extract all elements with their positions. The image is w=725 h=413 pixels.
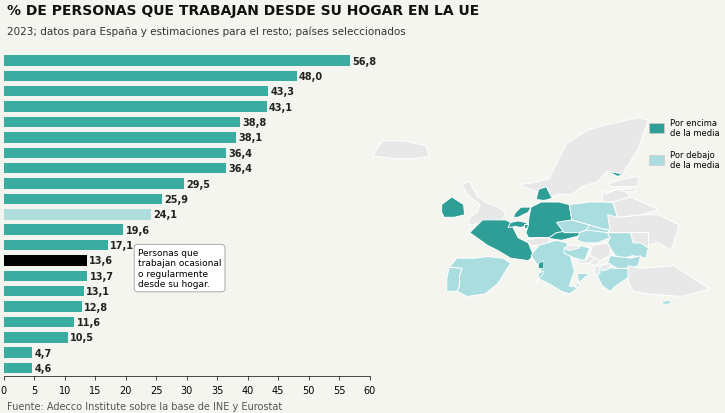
Polygon shape (577, 230, 610, 243)
Text: 43,3: 43,3 (270, 87, 294, 97)
Bar (4, 209, 151, 220)
Bar (4, 133, 236, 143)
Polygon shape (564, 246, 589, 261)
Bar (4, 118, 241, 128)
Polygon shape (539, 261, 544, 269)
Bar (4, 240, 108, 251)
Bar (4, 102, 267, 113)
Bar (4, 271, 87, 281)
Polygon shape (524, 224, 529, 228)
Polygon shape (539, 271, 544, 279)
Text: 13,6: 13,6 (89, 256, 113, 266)
Text: 12,8: 12,8 (84, 302, 108, 312)
Polygon shape (521, 119, 648, 197)
Text: 11,6: 11,6 (77, 317, 101, 327)
Polygon shape (552, 128, 623, 197)
Text: 17,1: 17,1 (110, 240, 134, 250)
Polygon shape (597, 266, 631, 292)
Bar (4, 332, 67, 343)
Polygon shape (574, 256, 594, 263)
Text: 38,1: 38,1 (239, 133, 262, 143)
Bar (4, 317, 75, 328)
Polygon shape (589, 259, 600, 266)
Text: % DE PERSONAS QUE TRABAJAN DESDE SU HOGAR EN LA UE: % DE PERSONAS QUE TRABAJAN DESDE SU HOGA… (7, 4, 479, 18)
Polygon shape (602, 190, 631, 202)
Bar (4, 256, 86, 266)
Polygon shape (447, 267, 462, 292)
Polygon shape (531, 241, 589, 294)
Polygon shape (594, 266, 600, 276)
Polygon shape (608, 177, 638, 187)
Polygon shape (600, 263, 610, 271)
Bar (4, 194, 162, 204)
Text: 38,8: 38,8 (243, 118, 267, 128)
Polygon shape (557, 220, 589, 233)
Polygon shape (508, 221, 529, 228)
Bar (4, 301, 82, 312)
Polygon shape (582, 225, 610, 235)
Polygon shape (631, 233, 648, 248)
Text: 2023; datos para España y estimaciones para el resto; países seleccionados: 2023; datos para España y estimaciones p… (7, 27, 406, 37)
Polygon shape (544, 230, 584, 241)
Text: Fuente: Adecco Institute sobre la base de INE y Eurostat: Fuente: Adecco Institute sobre la base d… (7, 401, 283, 411)
Text: 25,9: 25,9 (164, 195, 188, 204)
Polygon shape (602, 187, 636, 195)
Polygon shape (608, 233, 648, 259)
Bar (4, 87, 268, 97)
Bar (4, 164, 225, 174)
Text: 10,5: 10,5 (70, 332, 94, 342)
Polygon shape (470, 220, 534, 261)
Polygon shape (526, 238, 549, 246)
Polygon shape (661, 301, 671, 304)
Legend: Por encima
de la media, Por debajo
de la media: Por encima de la media, Por debajo de la… (645, 115, 724, 173)
Polygon shape (569, 202, 618, 230)
Bar (4, 363, 32, 373)
Bar (4, 179, 183, 189)
Polygon shape (536, 187, 559, 201)
Polygon shape (373, 141, 429, 159)
Text: 13,7: 13,7 (90, 271, 114, 281)
Text: 24,1: 24,1 (153, 210, 177, 220)
Bar (4, 225, 123, 235)
Text: 56,8: 56,8 (352, 56, 377, 66)
Polygon shape (589, 243, 610, 261)
Text: 13,1: 13,1 (86, 287, 110, 297)
Bar (4, 148, 225, 159)
Polygon shape (513, 208, 531, 218)
Bar (4, 71, 297, 82)
Polygon shape (526, 202, 572, 238)
Text: 48,0: 48,0 (299, 72, 323, 82)
Text: 29,5: 29,5 (186, 179, 210, 189)
Text: 36,4: 36,4 (228, 164, 252, 174)
Text: 19,6: 19,6 (125, 225, 149, 235)
Text: 43,1: 43,1 (269, 102, 293, 112)
Bar (4, 56, 350, 66)
Text: 4,7: 4,7 (35, 348, 52, 358)
Polygon shape (462, 182, 505, 225)
Polygon shape (608, 121, 646, 177)
Polygon shape (613, 197, 658, 218)
Polygon shape (608, 256, 641, 269)
Polygon shape (628, 266, 710, 297)
Bar (4, 348, 33, 358)
Bar (4, 286, 83, 297)
Polygon shape (442, 197, 465, 218)
Polygon shape (608, 215, 679, 251)
Text: 4,6: 4,6 (34, 363, 51, 373)
Polygon shape (564, 246, 579, 251)
Text: 36,4: 36,4 (228, 148, 252, 159)
Text: Personas que
trabajan ocasional
o regularmente
desde su hogar.: Personas que trabajan ocasional o regula… (138, 248, 221, 289)
Polygon shape (450, 257, 510, 297)
